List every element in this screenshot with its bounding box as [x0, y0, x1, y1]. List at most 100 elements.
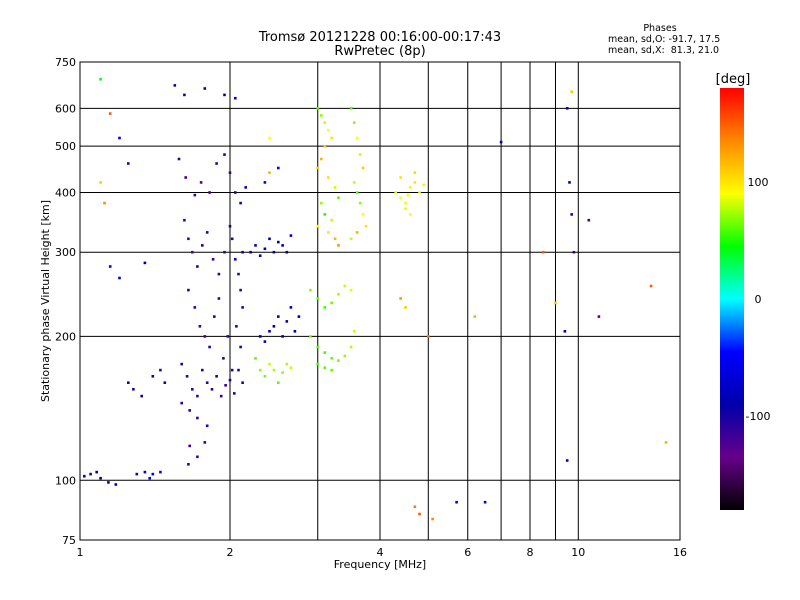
data-point: [664, 441, 668, 444]
data-point: [201, 244, 204, 247]
data-point: [355, 136, 359, 140]
data-point: [196, 455, 199, 459]
data-point: [565, 459, 569, 462]
data-point: [333, 237, 337, 241]
data-point: [103, 201, 106, 205]
data-point: [234, 258, 237, 261]
data-point: [196, 265, 199, 268]
data-point: [241, 306, 244, 309]
y-tick-label: 300: [55, 246, 76, 259]
data-point: [349, 107, 353, 110]
data-point: [263, 340, 267, 343]
data-point: [234, 96, 237, 100]
chart-title: Tromsø 20121228 00:16:00-00:17:43: [258, 30, 501, 45]
data-point: [148, 476, 151, 480]
data-point: [349, 237, 353, 241]
data-point: [361, 166, 365, 170]
data-point: [309, 335, 312, 338]
data-point: [233, 392, 236, 395]
data-point: [272, 250, 276, 254]
data-point: [213, 315, 216, 318]
data-point: [337, 244, 340, 247]
data-point: [355, 231, 359, 234]
data-point: [541, 250, 545, 254]
data-point: [99, 78, 102, 81]
data-point: [180, 401, 183, 405]
x-tick-label: 16: [673, 546, 687, 559]
data-point: [205, 381, 209, 384]
data-point: [228, 171, 232, 174]
data-point: [323, 144, 327, 148]
data-point: [413, 171, 417, 174]
data-point: [316, 166, 319, 170]
colorbar-label: [deg]: [716, 72, 751, 87]
data-point: [399, 176, 402, 179]
data-point: [404, 207, 407, 210]
colorbar-ticks: 100 0 -100: [746, 176, 771, 423]
data-point: [199, 181, 203, 184]
y-tick-label: 200: [55, 330, 76, 343]
data-point: [327, 128, 330, 132]
data-point: [196, 394, 199, 398]
y-tick-label: 750: [55, 56, 76, 69]
data-point: [422, 183, 426, 187]
data-point: [352, 181, 356, 184]
data-point: [193, 193, 197, 197]
data-point: [333, 186, 337, 189]
data-point: [211, 258, 215, 261]
data-point: [217, 297, 221, 300]
y-axis-label: Stationary phase Virtual Height [km]: [39, 200, 52, 402]
data-point: [239, 345, 242, 349]
data-point: [244, 186, 247, 189]
x-tick-label: 4: [377, 546, 384, 559]
data-point: [89, 472, 92, 476]
data-point: [241, 250, 244, 254]
data-point: [330, 218, 333, 222]
data-point: [249, 250, 252, 254]
data-point: [327, 231, 330, 234]
data-point: [268, 171, 271, 174]
x-axis-ticks: 1 2 4 6 8 10 16: [77, 546, 688, 559]
data-point: [159, 470, 162, 474]
x-tick-label: 1: [77, 546, 84, 559]
data-point: [163, 381, 167, 384]
data-point: [330, 301, 333, 305]
data-point: [114, 483, 118, 486]
data-point: [404, 201, 407, 205]
data-point: [203, 335, 207, 338]
data-point: [215, 162, 218, 165]
y-tick-label: 600: [55, 102, 76, 115]
data-point: [95, 470, 98, 474]
data-point: [277, 315, 280, 318]
data-point: [187, 463, 190, 466]
chart-subtitle: RwPretec (8p): [334, 44, 425, 59]
data-point: [217, 272, 221, 276]
data-point: [203, 441, 207, 444]
data-point: [254, 244, 257, 247]
data-point: [316, 297, 319, 300]
y-tick-label: 75: [62, 534, 76, 547]
data-point: [394, 191, 397, 194]
data-point: [140, 394, 143, 398]
data-point: [483, 500, 487, 504]
data-point: [323, 366, 327, 369]
data-point: [320, 201, 323, 205]
data-point: [316, 345, 319, 349]
data-point: [83, 474, 86, 478]
data-point: [427, 335, 430, 338]
data-point: [187, 288, 190, 292]
data-point: [263, 247, 267, 251]
data-point: [418, 512, 421, 516]
data-point: [565, 107, 569, 110]
data-point: [193, 306, 197, 309]
phases-stats-o: mean, sd,O: -91.7, 17.5: [608, 34, 720, 45]
data-point: [143, 470, 147, 474]
data-point: [173, 84, 177, 87]
data-point: [99, 476, 102, 480]
data-point: [205, 231, 209, 234]
data-point: [408, 213, 412, 216]
data-point: [228, 378, 232, 382]
y-tick-label: 100: [55, 474, 76, 487]
data-point: [185, 375, 189, 378]
data-point: [330, 368, 333, 372]
